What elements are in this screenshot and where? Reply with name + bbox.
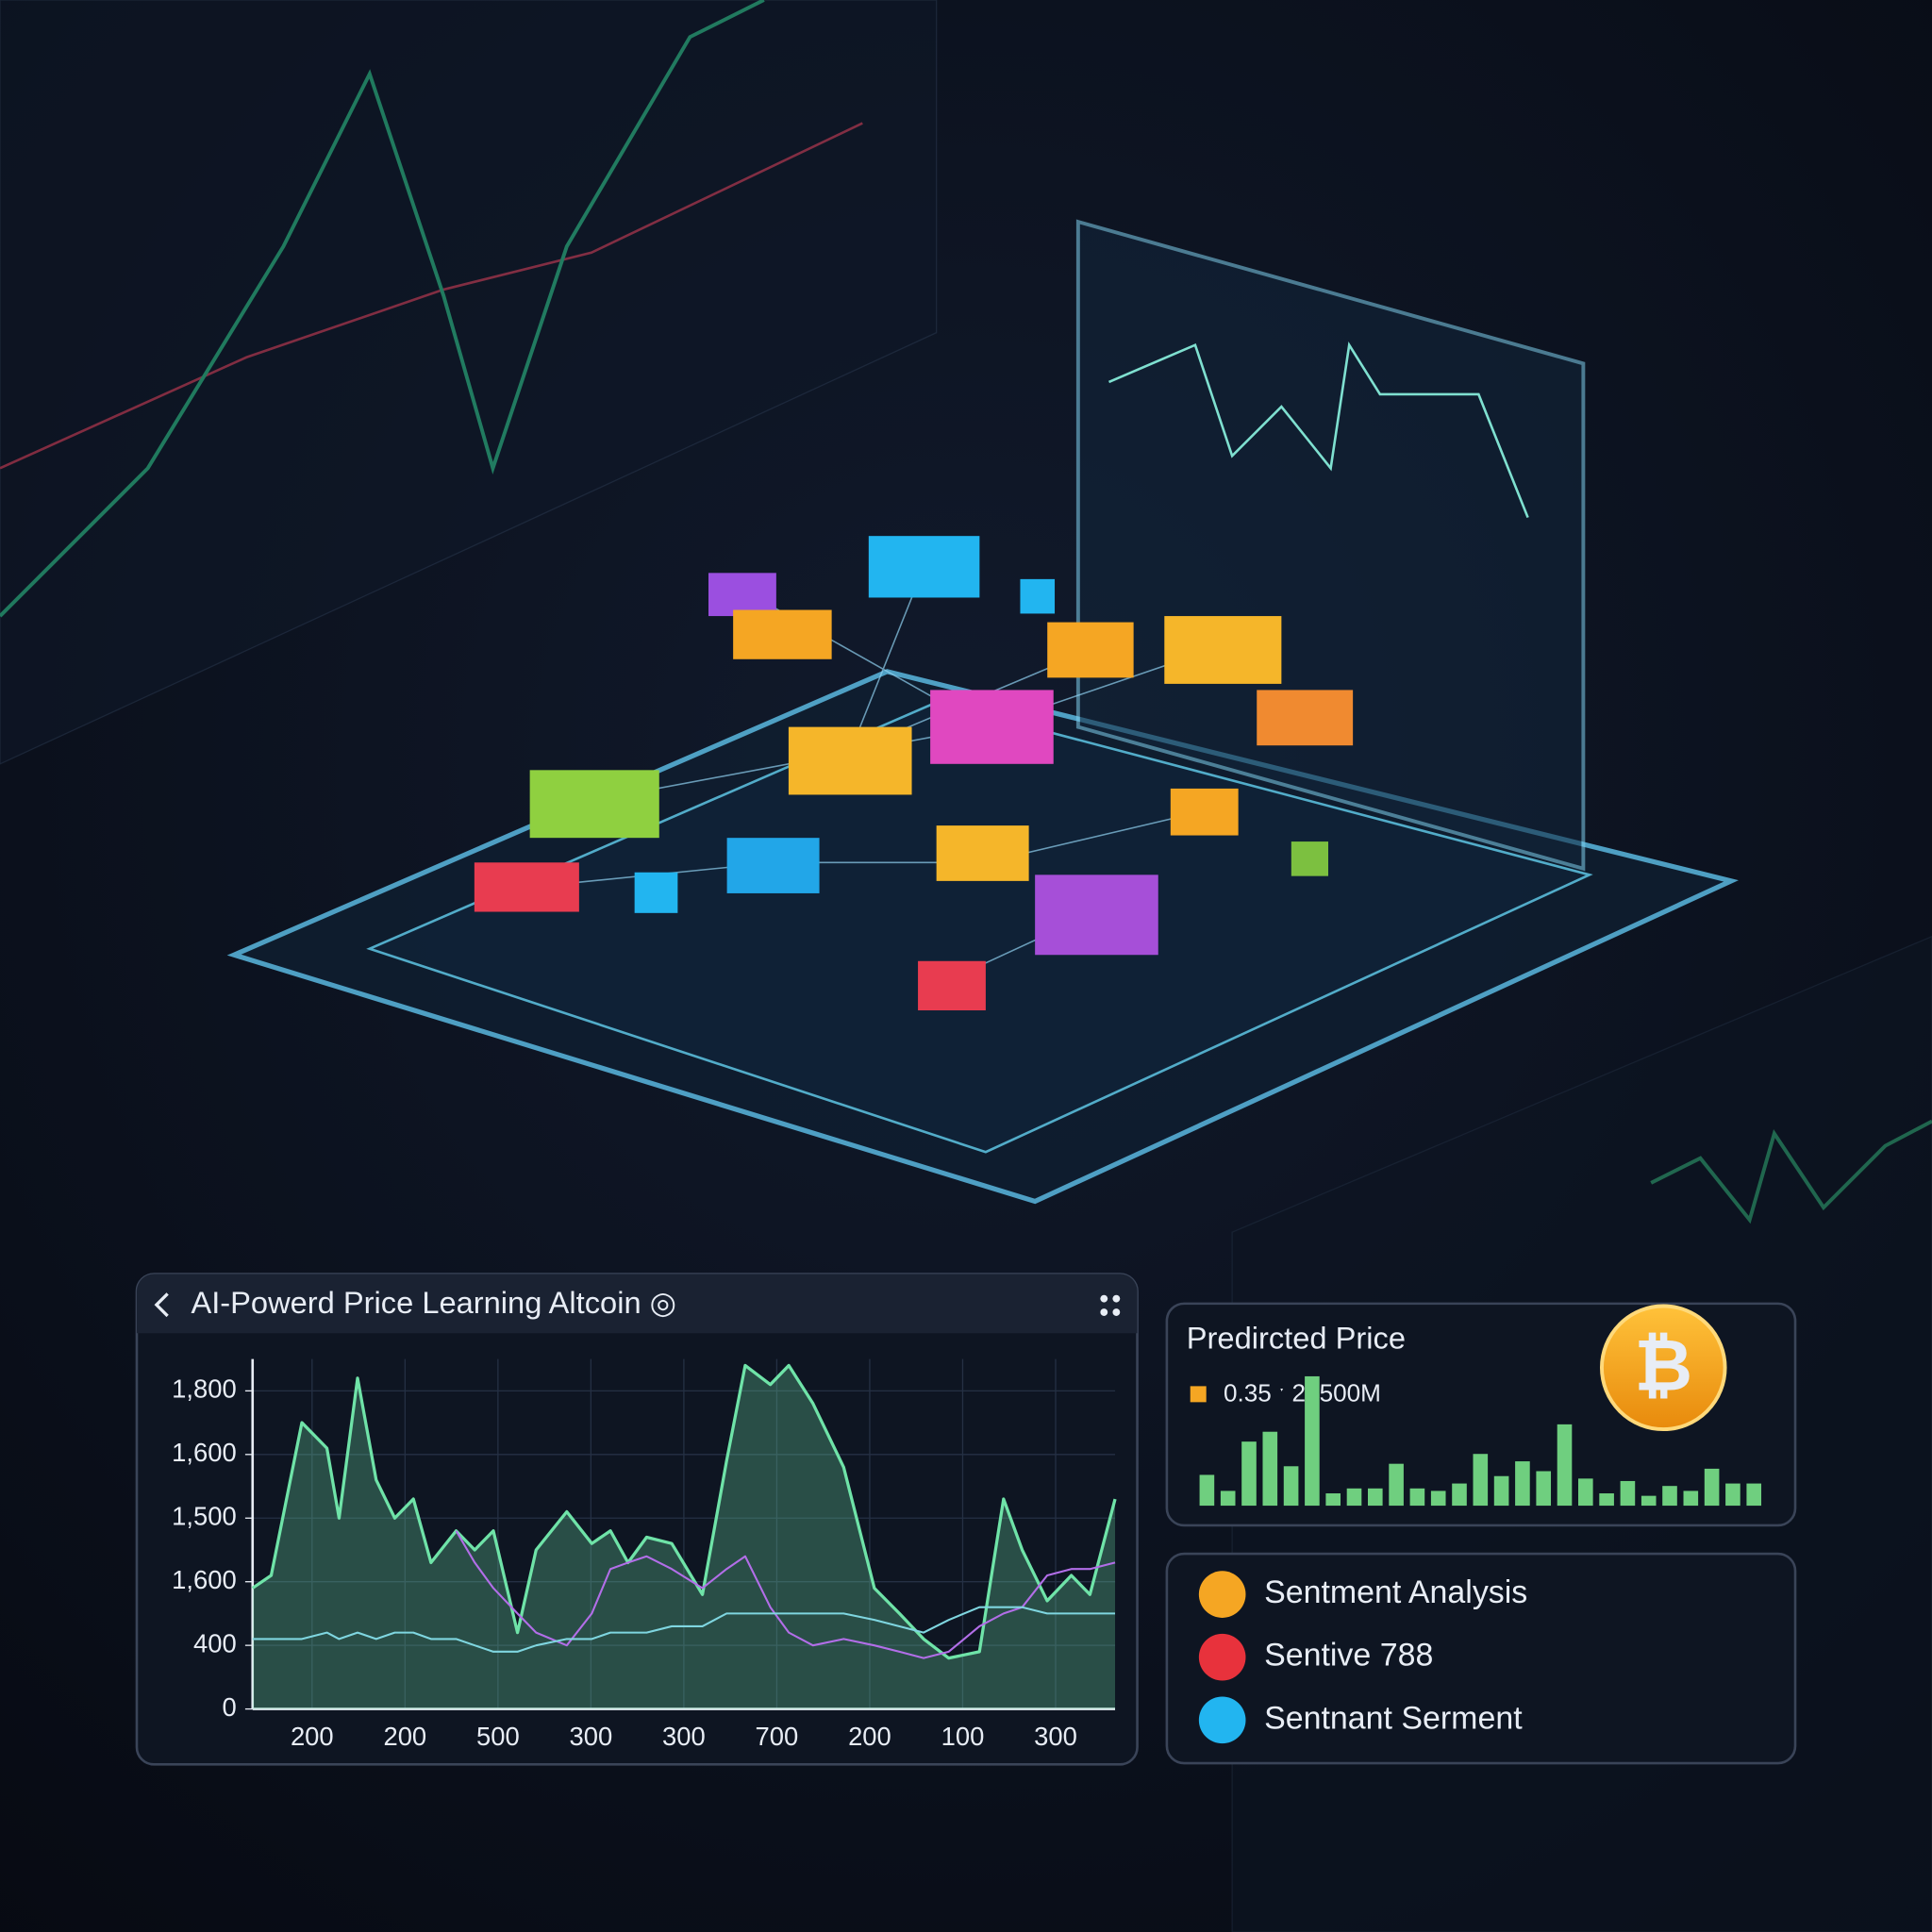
legend-panel xyxy=(1165,1552,1797,1765)
bar xyxy=(1430,1491,1446,1507)
bar xyxy=(1262,1431,1278,1507)
bitcoin-icon xyxy=(1600,1304,1727,1432)
x-tick-label: 100 xyxy=(941,1722,985,1751)
x-tick-label: 500 xyxy=(476,1722,520,1751)
bar xyxy=(1578,1478,1593,1507)
bar xyxy=(1283,1466,1299,1507)
bar xyxy=(1493,1475,1509,1507)
x-tick-label: 200 xyxy=(848,1722,891,1751)
series-area xyxy=(252,1365,1116,1709)
chart-title: AI-Powerd Price Learning Altcoin ◎ xyxy=(191,1285,676,1320)
bar xyxy=(1452,1483,1467,1507)
y-tick-label: 1,500 xyxy=(172,1502,237,1531)
bar xyxy=(1473,1454,1489,1507)
x-tick-label: 300 xyxy=(570,1722,613,1751)
bar xyxy=(1599,1493,1614,1507)
bar xyxy=(1199,1474,1215,1507)
y-tick-label: 400 xyxy=(193,1628,237,1657)
x-tick-label: 300 xyxy=(1034,1722,1077,1751)
legend-label: Sentment Analysis xyxy=(1264,1574,1527,1610)
bar xyxy=(1536,1471,1552,1507)
y-tick-label: 1,600 xyxy=(172,1438,237,1467)
legend-swatch xyxy=(1198,1571,1246,1618)
bar xyxy=(1641,1495,1657,1507)
legend-label: Sentive 788 xyxy=(1264,1638,1433,1674)
y-tick-label: 1,800 xyxy=(172,1374,237,1404)
bar xyxy=(1305,1375,1320,1507)
bar xyxy=(1557,1424,1573,1507)
back-button[interactable] xyxy=(154,1292,169,1318)
bar xyxy=(1515,1461,1530,1507)
x-tick-label: 300 xyxy=(662,1722,706,1751)
x-tick-label: 200 xyxy=(383,1722,426,1751)
bar xyxy=(1620,1480,1636,1507)
legend-swatch xyxy=(1198,1633,1246,1681)
panel-header xyxy=(136,1274,1138,1334)
bar xyxy=(1346,1488,1362,1507)
bar xyxy=(1725,1483,1740,1507)
bar xyxy=(1241,1441,1257,1507)
y-tick-label: 0 xyxy=(223,1692,237,1722)
bar xyxy=(1746,1483,1762,1507)
menu-button[interactable] xyxy=(1100,1294,1121,1316)
decor-platform xyxy=(226,219,1739,1205)
price-title: Predircted Price xyxy=(1187,1321,1406,1356)
series-line xyxy=(251,1363,1117,1660)
bar xyxy=(1409,1488,1425,1507)
bar xyxy=(1662,1486,1677,1507)
subtitle-marker xyxy=(1190,1386,1207,1403)
bar xyxy=(1367,1488,1383,1507)
bar xyxy=(1220,1491,1236,1507)
price-subtitle: 0.35 ˑ 27500M xyxy=(1224,1378,1381,1407)
bar xyxy=(1389,1463,1404,1507)
series-line xyxy=(252,1606,1116,1653)
legend-label: Sentnant Serment xyxy=(1264,1700,1523,1736)
bar xyxy=(1683,1491,1699,1507)
x-tick-label: 700 xyxy=(756,1722,799,1751)
x-tick-label: 200 xyxy=(291,1722,334,1751)
legend-swatch xyxy=(1198,1696,1246,1744)
bar xyxy=(1704,1468,1720,1507)
y-tick-label: 1,600 xyxy=(172,1565,237,1594)
bitcoin-symbol: ₿ xyxy=(1634,1326,1692,1407)
bar xyxy=(1325,1493,1341,1507)
